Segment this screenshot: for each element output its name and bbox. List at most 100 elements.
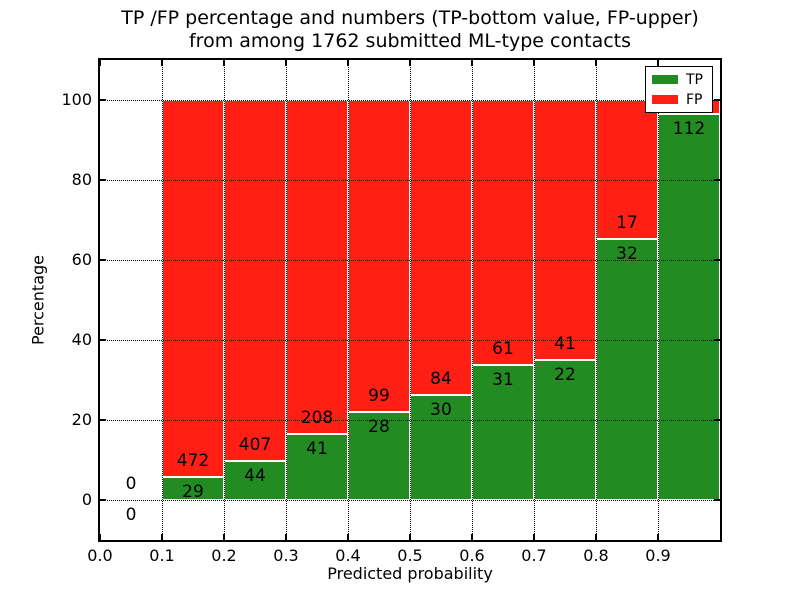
tp-count-label: 22 (554, 365, 576, 386)
x-axis-label: Predicted probability (327, 564, 493, 583)
tp-bar-segment (286, 434, 348, 500)
x-tick-bottom (533, 534, 535, 540)
x-tick-top (161, 60, 163, 66)
y-tick-left (100, 499, 106, 501)
x-tick-bottom (409, 534, 411, 540)
y-tick-label: 60 (71, 250, 92, 269)
y-tick-left (100, 179, 106, 181)
chart-title-line1: TP /FP percentage and numbers (TP-bottom… (121, 7, 699, 29)
fp-count-label: 472 (176, 450, 210, 471)
x-tick-bottom (285, 534, 287, 540)
x-tick-top (595, 60, 597, 66)
x-tick-label: 0.4 (335, 546, 361, 565)
v-gridline (162, 60, 163, 540)
fp-count-label: 17 (616, 212, 638, 233)
tp-count-label: 112 (672, 118, 706, 139)
fp-count-label: 84 (430, 368, 452, 389)
legend-item-fp: FP (652, 93, 706, 107)
fp-bar-segment (534, 100, 596, 361)
y-tick-right (714, 179, 720, 181)
fp-bar-segment (224, 100, 286, 461)
chart-title-line2: from among 1762 submitted ML-type contac… (188, 30, 632, 52)
x-tick-label: 0.9 (645, 546, 671, 565)
x-tick-label: 0.6 (459, 546, 485, 565)
fp-bar-segment (472, 100, 534, 366)
fp-count-label: 0 (125, 474, 137, 494)
y-tick-left (100, 339, 106, 341)
x-tick-bottom (223, 534, 225, 540)
fp-bar-segment (162, 100, 224, 477)
tp-bar-segment (224, 460, 286, 500)
x-tick-label: 0.7 (521, 546, 547, 565)
plot-area: TP FP 0 0 472 29 407 44 208 41 99 28 84 30 61 31 41 22 1… (98, 58, 722, 542)
fp-count-label: 407 (238, 434, 272, 455)
y-tick-right (714, 99, 720, 101)
tp-count-label: 28 (368, 416, 390, 437)
y-tick-label: 20 (71, 410, 92, 429)
legend-item-tp: TP (652, 73, 706, 87)
x-tick-label: 0.8 (583, 546, 609, 565)
tp-bar-segment (596, 238, 658, 500)
v-gridline (286, 60, 287, 540)
x-tick-top (285, 60, 287, 66)
x-tick-top (657, 60, 659, 66)
fp-count-label: 41 (554, 334, 576, 355)
tp-count-label: 32 (616, 243, 638, 264)
tp-count-label: 0 (125, 505, 137, 525)
x-tick-top (223, 60, 225, 66)
tp-count-label: 41 (306, 439, 328, 460)
x-tick-bottom (99, 534, 101, 540)
fp-count-label: 99 (368, 385, 390, 406)
x-tick-bottom (657, 534, 659, 540)
x-tick-label: 0.2 (211, 546, 237, 565)
v-gridline (534, 60, 535, 540)
tp-legend-swatch (652, 75, 678, 84)
y-tick-label: 0 (81, 490, 92, 509)
tp-bar-segment (534, 360, 596, 500)
legend-label-tp: TP (686, 71, 703, 88)
v-gridline (596, 60, 597, 540)
x-tick-top (533, 60, 535, 66)
legend: TP FP (645, 66, 713, 113)
v-gridline (410, 60, 411, 540)
y-tick-label: 100 (61, 90, 92, 109)
v-gridline (348, 60, 349, 540)
tp-bar-segment (348, 411, 410, 500)
y-tick-label: 80 (71, 170, 92, 189)
y-tick-right (714, 259, 720, 261)
x-tick-bottom (347, 534, 349, 540)
y-tick-left (100, 419, 106, 421)
y-tick-left (100, 259, 106, 261)
tp-bar-segment (658, 113, 720, 500)
tp-count-label: 31 (492, 370, 514, 391)
x-tick-top (471, 60, 473, 66)
x-tick-label: 0.3 (273, 546, 299, 565)
fp-legend-swatch (652, 95, 678, 104)
tp-count-label: 30 (430, 399, 452, 420)
tp-count-label: 44 (244, 465, 266, 486)
tp-bar-segment (410, 394, 472, 500)
v-gridline (658, 60, 659, 540)
fp-count-label: 61 (492, 339, 514, 360)
x-tick-bottom (471, 534, 473, 540)
x-tick-label: 0.1 (149, 546, 175, 565)
x-tick-bottom (161, 534, 163, 540)
x-tick-top (409, 60, 411, 66)
tp-count-label: 29 (182, 481, 204, 502)
v-gridline (224, 60, 225, 540)
y-tick-right (714, 339, 720, 341)
y-tick-right (714, 499, 720, 501)
y-tick-right (714, 419, 720, 421)
x-tick-top (347, 60, 349, 66)
v-gridline (472, 60, 473, 540)
x-tick-label: 0.0 (87, 546, 113, 565)
x-tick-label: 0.5 (397, 546, 423, 565)
y-tick-left (100, 99, 106, 101)
legend-label-fp: FP (686, 91, 703, 108)
fp-count-label: 208 (300, 408, 334, 429)
x-tick-bottom (595, 534, 597, 540)
y-tick-label: 40 (71, 330, 92, 349)
fp-bar-segment (348, 100, 410, 412)
x-tick-top (99, 60, 101, 66)
